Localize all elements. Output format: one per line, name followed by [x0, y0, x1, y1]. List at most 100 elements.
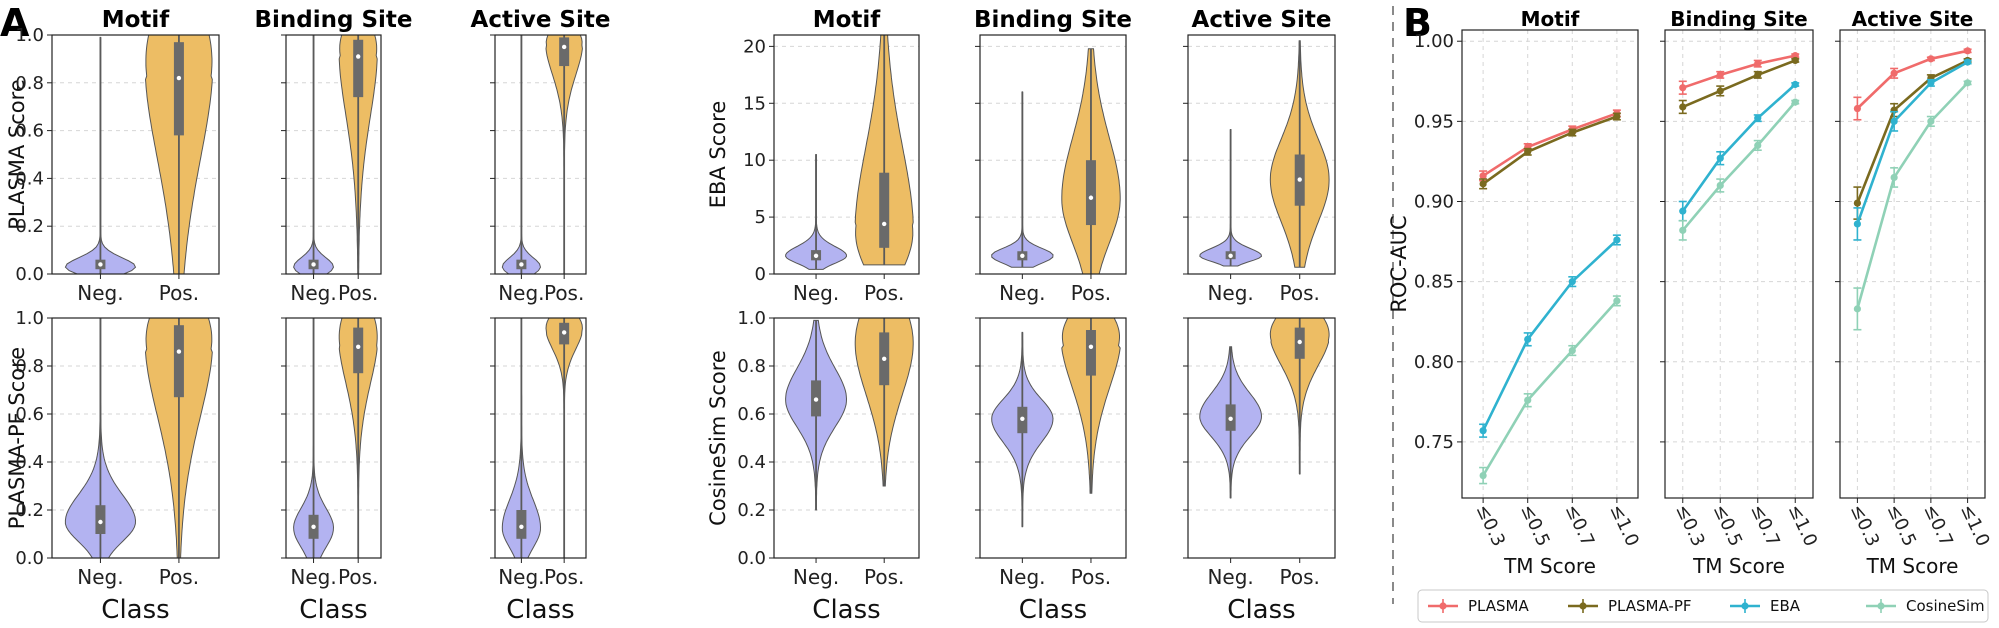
- data-point: [1716, 87, 1724, 95]
- data-point: [1964, 47, 1972, 55]
- series-line: [1482, 115, 1618, 185]
- plot-frame: [1461, 29, 1639, 499]
- violin-neg-median: [98, 519, 103, 525]
- data-point: [1679, 207, 1687, 215]
- y-tick-label: 20: [743, 36, 766, 57]
- legend-label: PLASMA-PF: [1608, 597, 1692, 615]
- data-point: [1964, 58, 1972, 66]
- y-axis-label: PLASMA-PF Score: [5, 347, 29, 529]
- y-tick-label: 0.2: [15, 216, 44, 237]
- violin-neg-median: [519, 524, 524, 529]
- subplot-title: Motif: [1521, 7, 1580, 31]
- y-tick-label: 0.85: [1414, 272, 1454, 293]
- series-line: [1481, 300, 1618, 477]
- series-plasma-pf: [1678, 56, 1800, 115]
- plot-area: [1462, 30, 1638, 498]
- violin-pos-box: [879, 172, 890, 248]
- violin-pos-median: [356, 344, 361, 349]
- x-tick-label: Pos.: [159, 565, 199, 589]
- violin-pos-median: [1088, 344, 1094, 349]
- y-tick-label: 1.0: [737, 308, 766, 329]
- x-tick-label: Neg.: [498, 565, 544, 589]
- subplot-motif: 0.0 0.2 0.4 0.6 0.8 1.0 Neg. Pos. Class: [15, 308, 220, 625]
- y-tick-label: 0.2: [737, 500, 766, 521]
- subplot-title: Binding Site: [974, 7, 1132, 33]
- y-tick-label: 0.90: [1414, 191, 1454, 212]
- plot-frame: [494, 34, 587, 275]
- legend-marker: [1741, 602, 1749, 610]
- data-point: [1791, 80, 1799, 89]
- data-point: [1613, 112, 1621, 121]
- y-tick-label: 5: [755, 207, 766, 228]
- data-point: [1679, 226, 1687, 234]
- legend-label: CosineSim: [1906, 597, 1985, 615]
- series-line: [1856, 49, 1968, 110]
- data-point: [1524, 335, 1532, 343]
- violin-pos-box: [353, 39, 364, 98]
- y-axis-label: EBA Score: [706, 101, 730, 209]
- violin-row-cosinesim-score: CosineSim Score 0.0 0.2 0.4 0.6 0.8 1.0 Neg. Pos…: [706, 308, 1336, 625]
- y-tick-label: 0.0: [15, 548, 44, 569]
- x-tick-label: Pos.: [1071, 281, 1111, 305]
- data-point: [1754, 71, 1762, 79]
- plot-area: [1840, 30, 1985, 498]
- legend-item-cosinesim: CosineSim: [1866, 597, 1985, 615]
- data-point: [1479, 180, 1487, 188]
- legend: PLASMA PLASMA-PF EBA CosineSim: [1417, 589, 1989, 623]
- data-point: [1754, 114, 1762, 122]
- y-tick-label: 0.4: [737, 452, 766, 473]
- legend-marker: [1439, 602, 1447, 610]
- violin-pos-median: [561, 330, 567, 335]
- x-tick-label: Neg.: [793, 281, 839, 305]
- violin-pos-median: [176, 75, 182, 81]
- plot-frame: [494, 317, 587, 559]
- y-tick-label: 0.4: [15, 168, 44, 189]
- x-tick-label: Neg.: [498, 281, 544, 305]
- violin-neg-box: [95, 505, 106, 534]
- plot-frame: [285, 34, 382, 275]
- legend-frame: [1417, 589, 1989, 623]
- x-tick-label: Neg.: [77, 281, 123, 305]
- legend-label: EBA: [1770, 597, 1801, 615]
- legend-item-plasma-pf: PLASMA-PF: [1568, 597, 1692, 615]
- legend-marker: [1877, 602, 1885, 610]
- y-tick-label: 0.8: [15, 73, 44, 94]
- plot-frame: [1187, 34, 1336, 275]
- plot-frame: [979, 34, 1127, 275]
- violin-pos-median: [176, 349, 182, 354]
- x-tick-label: Neg.: [290, 281, 336, 305]
- y-tick-label: 0.4: [15, 452, 44, 473]
- x-axis-label: TM Score: [1692, 554, 1785, 578]
- data-point: [1613, 236, 1621, 244]
- x-axis-label: Class: [506, 595, 574, 625]
- subplot-title: Binding Site: [1670, 7, 1807, 31]
- series-cosinesim: [1479, 295, 1621, 485]
- x-axis-label: Class: [812, 595, 880, 625]
- data-point: [1479, 471, 1487, 480]
- plot-frame: [1664, 29, 1814, 499]
- y-tick-label: 1.0: [15, 308, 44, 329]
- data-point: [1853, 220, 1861, 228]
- x-tick-label: Pos.: [1280, 281, 1320, 305]
- data-point: [1754, 141, 1762, 149]
- y-tick-label: 15: [743, 93, 766, 114]
- plot-frame: [51, 34, 220, 275]
- legend-item-plasma: PLASMA: [1428, 597, 1529, 615]
- violin-row-eba-score: EBA Score 0 5 10 15 20 Neg. Pos. Motif Neg. Pos. Bi…: [706, 7, 1336, 305]
- subplot-active-site: Neg. Pos. Active Site: [471, 7, 611, 305]
- violin-pos-box: [1085, 160, 1096, 226]
- data-point: [1716, 154, 1724, 162]
- plot-frame: [979, 317, 1127, 559]
- violin-neg-median: [813, 253, 819, 258]
- y-tick-label: 0.0: [15, 264, 44, 285]
- x-tick-label: Pos.: [159, 281, 199, 305]
- series-line: [1682, 59, 1796, 109]
- violin-pos-box: [353, 327, 364, 374]
- data-point: [1890, 117, 1898, 125]
- series-line: [1856, 82, 1969, 310]
- series-plasma: [1678, 52, 1800, 95]
- data-point: [1890, 173, 1898, 182]
- data-point: [1853, 199, 1861, 207]
